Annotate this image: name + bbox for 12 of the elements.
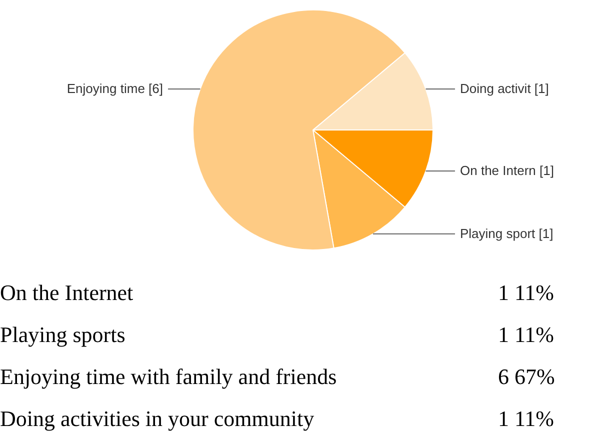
- text: On the Internet: [0, 280, 134, 305]
- slice-label: Playing sport [1]: [460, 226, 554, 241]
- text: 6 67%: [498, 364, 555, 389]
- text: 1 11%: [498, 406, 554, 431]
- text: 1 11%: [498, 280, 554, 305]
- text: Enjoying time with family and friends: [0, 364, 337, 389]
- text: Doing activities in your community: [0, 406, 314, 431]
- text: 1 11%: [498, 322, 554, 347]
- slice-label: Enjoying time [6]: [66, 80, 163, 96]
- slice-label: On the Intern [1]: [460, 163, 554, 178]
- text: Playing sports: [0, 322, 126, 347]
- slice-label: Doing activit [1]: [460, 80, 549, 96]
